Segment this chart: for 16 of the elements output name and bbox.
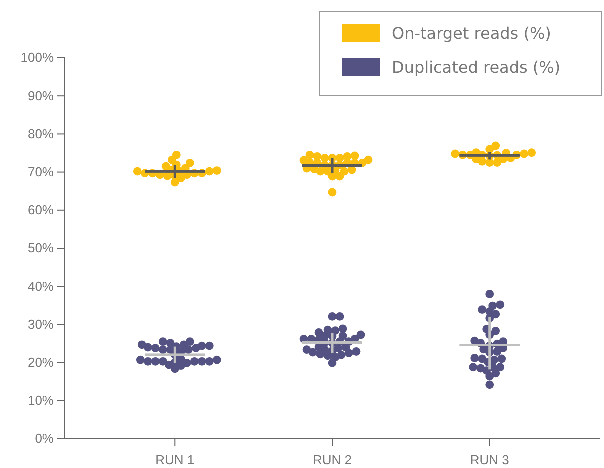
y-tick-label: 70% [28,164,54,180]
y-tick-label: 0% [35,431,54,446]
y-tick-label: 40% [28,278,54,294]
legend-label: Duplicated reads (%) [392,58,561,77]
y-tick-label: 90% [28,88,54,104]
y-tick-label: 30% [28,316,54,332]
y-tick-label: 50% [28,240,54,256]
y-tick-label: 100% [20,50,54,66]
x-tick-label: RUN 1 [156,452,195,468]
legend-label: On-target reads (%) [392,24,552,43]
y-tick-label: 10% [28,393,54,408]
y-tick-label: 60% [28,202,54,218]
y-tick-label: 20% [28,354,54,370]
x-tick-label: RUN 3 [470,452,510,468]
y-tick-label: 80% [28,126,54,142]
x-tick-label: RUN 2 [312,452,352,468]
